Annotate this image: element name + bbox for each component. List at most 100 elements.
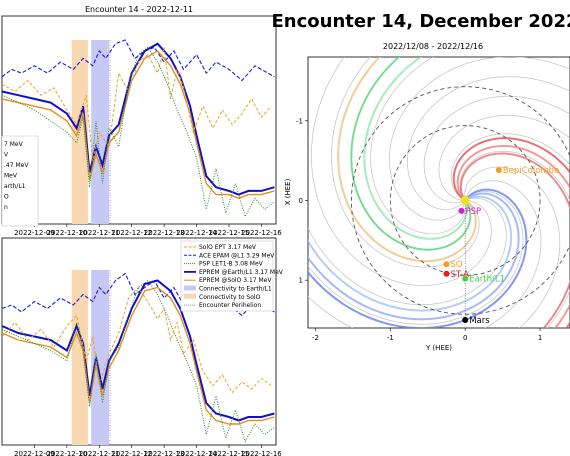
orbit-x-tick-label: -2	[312, 334, 319, 342]
top-legend-entry: n	[4, 204, 8, 211]
legend-label: Connectivity to Earth/L1	[199, 286, 272, 293]
body-label: Earth/L1	[469, 275, 505, 285]
connected-spiral	[350, 57, 472, 251]
solo-connectivity-band	[71, 270, 88, 445]
body-marker	[443, 261, 450, 268]
orbit-y-tick-label: 0	[299, 197, 303, 205]
parker-spiral	[331, 57, 480, 268]
legend-swatch	[184, 285, 196, 291]
legend-label: ACE EPAM @L1 3.29 MeV	[199, 252, 275, 259]
x-tick-label: 2022-12-16	[241, 229, 282, 237]
legend-swatch	[184, 293, 196, 299]
orbit-y-tick-label: 1	[299, 277, 303, 285]
earth-connectivity-band	[91, 270, 110, 445]
orbit-subtitle: 2022/12/08 - 2022/12/16	[383, 42, 483, 51]
parker-spiral	[308, 190, 524, 325]
x-tick-label: 2022-12-11	[79, 229, 120, 237]
x-tick-label: 2022-12-15	[209, 229, 250, 237]
series-ace	[1, 39, 275, 82]
connected-spiral	[308, 192, 520, 321]
top-plot-frame	[1, 15, 277, 225]
series-solo_ept	[1, 47, 272, 162]
connected-spiral	[308, 195, 513, 312]
x-tick-label: 2022-12-12	[111, 229, 152, 237]
x-tick-label: 2022-12-09	[14, 229, 55, 237]
x-tick-label: 2022-12-09	[14, 450, 55, 456]
x-tick-label: 2022-12-10	[47, 450, 88, 456]
x-tick-label: 2022-12-14	[176, 229, 217, 237]
x-tick-label: 2022-12-13	[144, 450, 185, 456]
orbit-circle	[389, 125, 541, 276]
top-legend-entry: V	[4, 152, 9, 159]
x-tick-label: 2022-12-15	[209, 450, 250, 456]
legend-label: EPREM @Earth/L1 3.17 MeV	[199, 269, 284, 276]
connected-spiral	[308, 188, 528, 328]
top-left-panel: Encounter 14 - 2022-12-11 2022-12-092022…	[1, 5, 282, 237]
earth-connectivity-band	[91, 40, 110, 224]
parker-spiral	[308, 197, 507, 306]
top-legend-entry: MeV	[4, 173, 18, 180]
body-marker	[462, 317, 469, 324]
solo-connectivity-band	[71, 40, 88, 224]
orbit-xlabel: Y (HEE)	[425, 344, 452, 352]
orbit-circle	[351, 86, 570, 315]
body-marker	[460, 195, 470, 205]
legend-label: EPREM @SolO 3.17 MeV	[199, 277, 272, 284]
x-tick-label: 2022-12-12	[111, 450, 152, 456]
x-tick-label: 2022-12-16	[241, 450, 282, 456]
parker-spiral	[370, 57, 467, 235]
top-legend-entry: O	[4, 194, 9, 201]
top-legend-entry: arth/L1	[4, 183, 26, 190]
connected-spiral	[459, 152, 570, 328]
body-label: PSP	[465, 207, 481, 217]
orbit-y-tick-label: -1	[296, 117, 303, 125]
orbit-x-tick-label: 0	[463, 334, 467, 342]
orbit-panel: Encounter 14, December 2022 2022/12/08 -…	[271, 11, 570, 352]
body-label: Mars	[469, 316, 490, 326]
top-plot-title: Encounter 14 - 2022-12-11	[85, 5, 193, 14]
x-tick-label: 2022-12-10	[47, 229, 88, 237]
connected-spiral	[363, 57, 468, 240]
x-tick-label: 2022-12-14	[176, 450, 217, 456]
parker-spiral	[308, 180, 542, 328]
parker-spiral	[450, 133, 570, 201]
body-marker	[495, 167, 502, 174]
connected-spiral	[456, 144, 570, 328]
parker-spiral	[423, 95, 570, 204]
parker-spiral	[459, 150, 570, 328]
body-marker	[458, 207, 465, 214]
series-epremm_solo	[1, 50, 275, 199]
legend-label: Connectivity to SolO	[199, 294, 261, 301]
orbit-x-tick-label: -1	[387, 334, 394, 342]
legend-label: SolO EPT 3.17 MeV	[199, 244, 257, 251]
body-marker	[443, 270, 450, 277]
x-tick-label: 2022-12-13	[144, 229, 185, 237]
orbit-frame	[307, 56, 570, 329]
series-psp_let	[1, 279, 275, 443]
connected-spiral	[337, 57, 477, 263]
parker-spiral	[464, 166, 561, 328]
legend-label: Encounter Perihelion	[199, 302, 261, 309]
bottom-left-panel: 2022-12-092022-12-102022-12-112022-12-12…	[1, 237, 284, 456]
top-legend-entry: .47 MeV	[4, 162, 29, 169]
body-label: ST-A	[450, 270, 469, 280]
parker-spiral	[310, 57, 492, 287]
orbit-x-tick-label: 1	[538, 334, 542, 342]
series-solo_ept	[1, 286, 272, 394]
x-tick-label: 2022-12-11	[79, 450, 120, 456]
legend-label: PSP LET1-B 3.08 MeV	[199, 261, 264, 268]
orbit-ylabel: X (HEE)	[284, 178, 292, 205]
connected-spiral	[452, 137, 570, 328]
parker-spiral	[438, 114, 570, 201]
body-label: BepiColombo	[503, 166, 559, 176]
parker-spiral	[406, 76, 570, 211]
bottom-legend-box	[180, 240, 274, 312]
body-label: SO	[450, 260, 462, 270]
parker-spiral	[388, 57, 570, 221]
body-marker	[462, 275, 469, 282]
top-legend-entry: 7 MeV	[4, 141, 24, 148]
main-title: Encounter 14, December 2022	[271, 11, 570, 32]
top-legend-box	[1, 135, 39, 227]
series-epremm_earth	[1, 279, 275, 422]
